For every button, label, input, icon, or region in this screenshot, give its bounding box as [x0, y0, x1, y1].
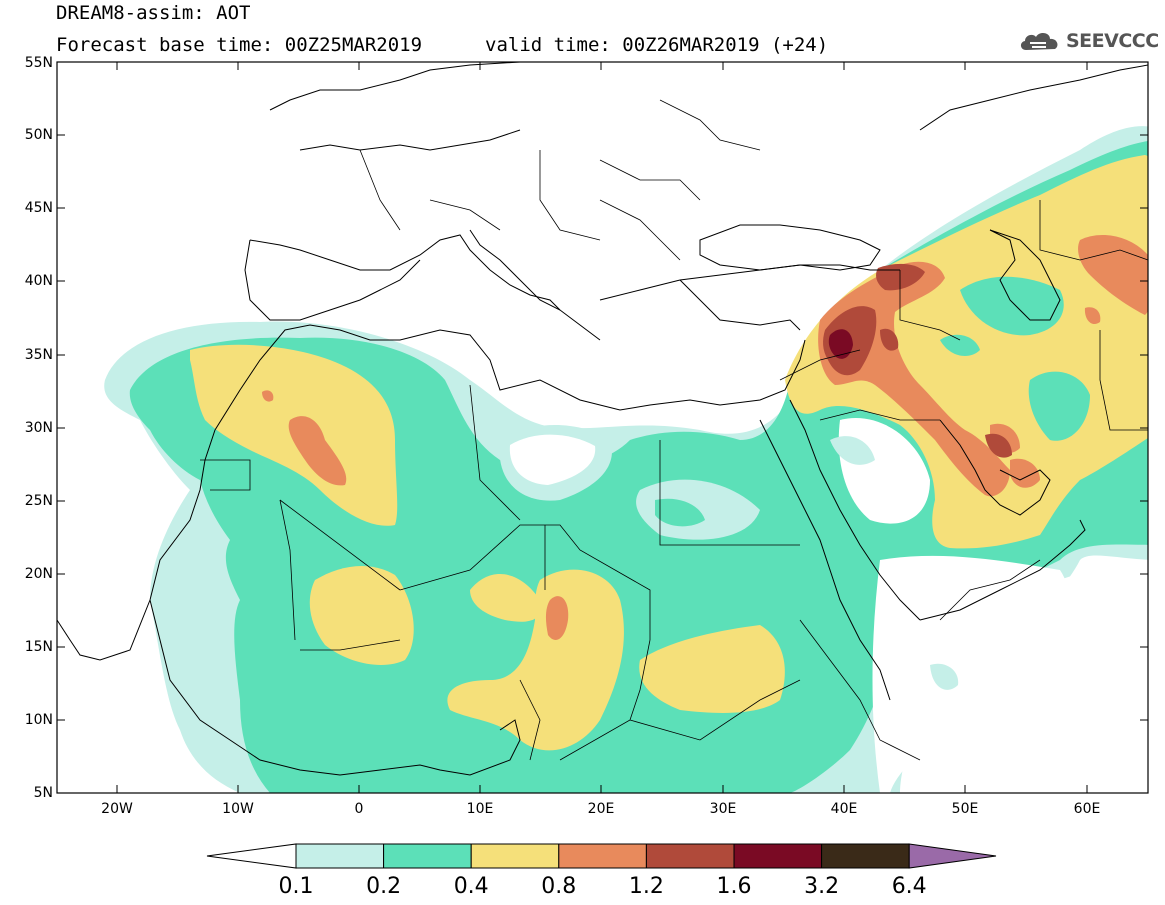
- aot-contour-1.2: [880, 328, 899, 351]
- aot-low-patch: [940, 334, 980, 356]
- seevccc-logo: SEEVCCC: [1018, 28, 1159, 54]
- lat-label: 30N: [25, 420, 53, 436]
- lon-label: 10E: [467, 801, 494, 817]
- lat-label: 10N: [25, 712, 53, 728]
- aot-contour-1.6: [828, 329, 853, 359]
- aot-low-patch: [900, 564, 1148, 793]
- aot-contour-0.4: [639, 625, 785, 713]
- lat-label: 20N: [25, 566, 53, 582]
- aot-low-patch: [655, 498, 705, 527]
- aot-contour-0.4: [447, 569, 624, 751]
- lon-label: 50E: [952, 801, 979, 817]
- coastlines: [57, 62, 1148, 776]
- aot-contour-0.8: [262, 390, 274, 402]
- graticule-ticks: [57, 62, 1148, 793]
- lat-label: 15N: [25, 639, 53, 655]
- country-borders: [200, 99, 1148, 761]
- lon-labels: 20W 10W 0 10E 20E 30E 40E 50E 60E: [101, 801, 1100, 817]
- lat-label: 35N: [25, 347, 53, 363]
- lat-label: 40N: [25, 273, 53, 289]
- aot-contour-0.8: [1078, 235, 1148, 315]
- logo-text: SEEVCCC: [1066, 30, 1159, 52]
- lon-label: 40E: [831, 801, 858, 817]
- forecast-valid-time: valid time: 00Z26MAR2019 (+24): [485, 34, 829, 56]
- lon-label: 10W: [222, 801, 254, 817]
- lat-label: 25N: [25, 493, 53, 509]
- lon-label: 20E: [588, 801, 615, 817]
- lat-labels: 5N 10N 15N 20N 25N 30N 35N 40N 45N 50N 5…: [25, 55, 53, 801]
- lon-label: 30E: [710, 801, 737, 817]
- map-title: DREAM8-assim: AOT: [56, 2, 251, 24]
- lon-label: 0: [355, 801, 364, 817]
- aot-low-patch: [1028, 371, 1090, 441]
- aot-shading: [57, 62, 1148, 793]
- lat-label: 50N: [25, 127, 53, 143]
- lon-label: 60E: [1074, 801, 1101, 817]
- aot-contour-0.8: [288, 416, 347, 486]
- lat-label: 5N: [34, 785, 53, 801]
- lat-label: 45N: [25, 200, 53, 216]
- aot-low-patch: [960, 276, 1064, 336]
- aot-low-patch: [509, 434, 596, 485]
- aot-low-patch: [930, 663, 959, 690]
- lon-label: 20W: [101, 801, 133, 817]
- forecast-base-time: Forecast base time: 00Z25MAR2019: [56, 34, 423, 56]
- aot-contour-0.8: [1010, 458, 1040, 488]
- aot-low-patch: [830, 436, 875, 465]
- aot-contour-0.8: [1084, 307, 1101, 325]
- aot-contour-1.2: [985, 433, 1012, 458]
- aot-contour-0.4: [309, 565, 414, 665]
- map-frame: [56, 61, 1149, 794]
- aot-contour-0.8: [545, 596, 569, 640]
- aot-contour-1.2: [876, 263, 925, 291]
- lat-label: 55N: [25, 55, 53, 71]
- cloud-icon: [1020, 33, 1058, 50]
- aot-contour-0.4: [470, 573, 541, 622]
- aot-low-patch: [872, 555, 1070, 793]
